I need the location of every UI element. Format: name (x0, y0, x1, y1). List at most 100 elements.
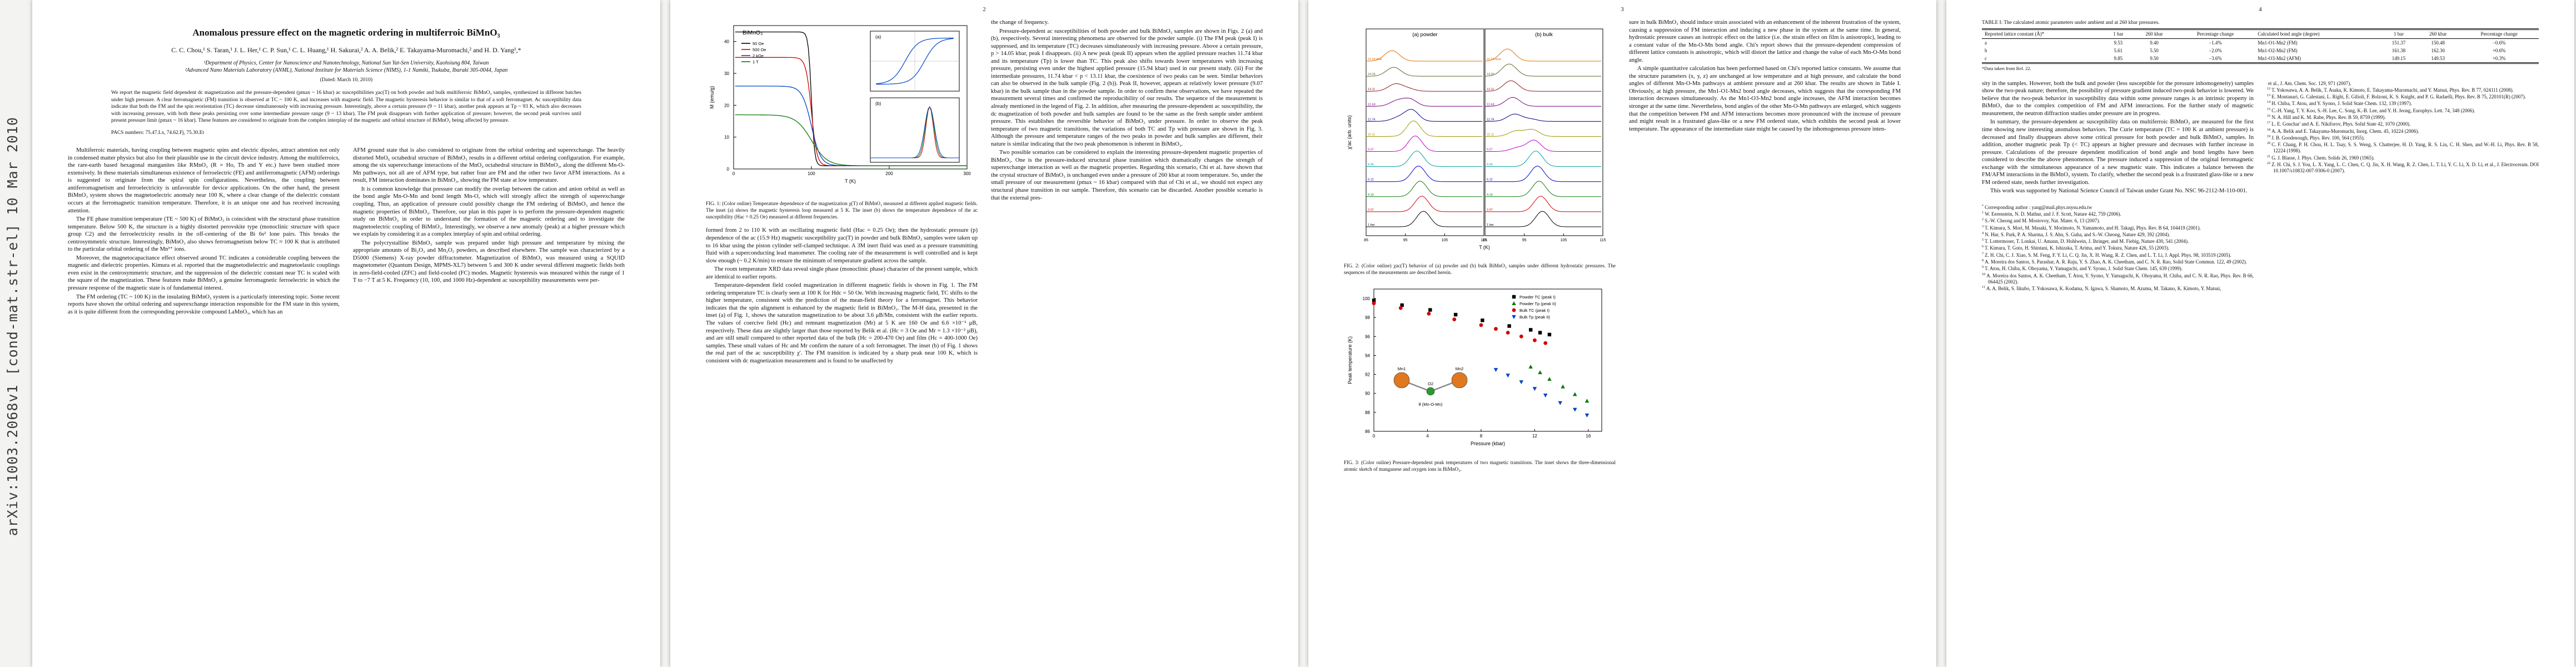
svg-text:96: 96 (1365, 335, 1370, 340)
svg-text:Mn2: Mn2 (1456, 366, 1464, 371)
table-cell: 151.37 (2391, 39, 2406, 46)
reference-item: 5 T. Lottermoser, T. Lonkai, U. Amann, D.… (1982, 238, 2254, 245)
reference-marker: 15 (2267, 107, 2271, 111)
reference-marker: 2 (1982, 217, 1984, 222)
reference-marker: 6 (1982, 245, 1984, 249)
svg-text:200: 200 (885, 171, 893, 176)
reference-text: T. Atou, H. Chiba, K. Ohoyama, Y. Yamagu… (1985, 266, 2183, 272)
svg-text:Peak temperature (K): Peak temperature (K) (1347, 336, 1353, 384)
reference-text: C. F. Chang, P. H. Chou, H. L. Tsay, S. … (2271, 142, 2539, 154)
svg-text:90: 90 (1365, 391, 1370, 396)
svg-text:2.07: 2.07 (1487, 208, 1493, 212)
reference-text: T. Kimura, T. Goto, H. Shintani, K. Ishi… (1985, 245, 2170, 251)
body-paragraph: formed from 2 to 110 K with an oscillati… (706, 227, 978, 264)
svg-text:16: 16 (1586, 434, 1591, 439)
table-row: c 9.85 9.50 −3.6% Mn1-O3-Mn2 (AFM) 149.1… (1982, 54, 2539, 63)
reference-text: C.-H. Yang, T. Y. Koo, S.-H. Lee, C. Son… (2271, 107, 2475, 113)
svg-text:30: 30 (724, 71, 729, 76)
reference-text: Z. H. Chi, C. J. Xiao, S. M. Feng, F. Y.… (1985, 252, 2231, 258)
reference-marker: 20 (2267, 141, 2271, 146)
svg-text:13.11: 13.11 (1487, 88, 1494, 91)
reference-item: 2 S.-W. Cheong and M. Mostovoy, Nat. Mate… (1982, 217, 2254, 224)
page-1: Anomalous pressure effect on the magneti… (32, 0, 660, 667)
reference-item: 18 A. A. Belik and E. Takayama-Muromachi,… (2267, 128, 2539, 135)
reference-marker: 7 (1982, 251, 1984, 256)
svg-text:9.07: 9.07 (1368, 148, 1374, 152)
body-paragraph: sity in the samples. However, both the b… (1982, 80, 2254, 117)
svg-text:8: 8 (1480, 434, 1483, 439)
reference-item: 12 T. Yokosawa, A. A. Belik, T. Asaka, K.… (2267, 87, 2539, 93)
svg-text:Bulk Tp (peak II): Bulk Tp (peak II) (1519, 315, 1550, 320)
svg-text:12.43: 12.43 (1368, 103, 1376, 106)
svg-text:4: 4 (1426, 434, 1429, 439)
table-cell: −1.4% (2209, 39, 2222, 46)
body-paragraph: Two possible scenarios can be considered… (991, 150, 1263, 201)
table-1-footnote: *Data taken from Ref. 22. (1982, 65, 2031, 71)
svg-text:8.06: 8.06 (1368, 163, 1374, 167)
page-3: 3 85 95 105 115 (a) powder 1 bar 2.07 4.19 6.12 8… (1308, 0, 1936, 667)
reference-item: 8 A. Moreira dos Santos, S. Parashar, A. … (1982, 258, 2254, 265)
svg-text:94: 94 (1365, 354, 1370, 359)
arxiv-stamp: arXiv:1003.2068v1 [cond-mat.str-el] 10 M… (4, 117, 21, 536)
reference-text: A. Moreira dos Santos, S. Parashar, A. R… (1985, 258, 2247, 265)
reference-text: A. A. Belik, S. Iikubo, T. Yokosawa, K. … (1986, 286, 2221, 292)
table-cell: 5.50 (2150, 47, 2159, 53)
reference-item: 7 Z. H. Chi, C. J. Xiao, S. M. Feng, F. Y… (1982, 252, 2254, 258)
svg-text:115: 115 (1481, 238, 1487, 242)
svg-text:85: 85 (1364, 238, 1368, 242)
table-1-caption: TABLE I: The calculated atomic parameter… (1982, 20, 2160, 26)
table-header-cell: 1 bar (2104, 28, 2133, 39)
reference-item: 19 J. B. Goodenough, Phys. Rev. 100, 564 … (2267, 135, 2539, 141)
page3-column-right: sure in bulk BiMnO₃ should induce strain… (1629, 19, 1901, 480)
reference-marker: 4 (1982, 231, 1984, 235)
reference-text: S.-W. Cheong and M. Mostovoy, Nat. Mater… (1985, 218, 2100, 224)
svg-text:T (K): T (K) (1479, 245, 1490, 250)
reference-text: H. Chiba, T. Atou, and Y. Syono, J. Soli… (2271, 101, 2412, 107)
svg-text:Mn1: Mn1 (1398, 366, 1406, 371)
reference-text: T. Lottermoser, T. Lonkai, U. Amann, D. … (1985, 238, 2189, 245)
page1-column-left: Multiferroic materials, having coupling … (68, 147, 340, 317)
table-cell: −3.6% (2209, 55, 2222, 61)
body-paragraph: The polycrystalline BiMnO₃ sample was pr… (353, 240, 625, 284)
page-4: 4 TABLE I: The calculated atomic paramet… (1946, 0, 2574, 667)
svg-text:300: 300 (963, 171, 971, 176)
reference-item: et al., J. Am. Chem. Soc. 129, 971 (2007… (2267, 80, 2539, 87)
table-cell: −2.0% (2209, 47, 2222, 53)
svg-text:10.11: 10.11 (1487, 133, 1494, 136)
table-cell: 149.53 (2431, 55, 2445, 61)
reference-marker: 14 (2267, 100, 2271, 104)
table-header-cell: Percentage change (2459, 28, 2539, 39)
paper-title: Anomalous pressure effect on the magneti… (192, 27, 500, 38)
table-cell: c (1985, 55, 1987, 61)
table-1: TABLE I: The calculated atomic parameter… (1982, 20, 2539, 71)
svg-text:14.05: 14.05 (1368, 73, 1376, 76)
svg-text:4.19: 4.19 (1487, 193, 1493, 197)
page1-column-right: AFM ground state that is also considered… (353, 147, 625, 317)
svg-text:Pressure (kbar): Pressure (kbar) (1471, 441, 1505, 446)
svg-text:0: 0 (733, 171, 735, 176)
table-cell: Mn1-O1-Mn2 (FM) (2258, 39, 2298, 46)
svg-text:12: 12 (1532, 434, 1537, 439)
table-cell: 9.50 (2150, 55, 2159, 61)
svg-text:9.07: 9.07 (1487, 148, 1493, 152)
svg-text:8.06: 8.06 (1487, 163, 1493, 167)
reference-item: 9 T. Atou, H. Chiba, K. Ohoyama, Y. Yamag… (1982, 265, 2254, 272)
figure-2: 85 95 105 115 (a) powder 1 bar 2.07 4.19 6.12 8.0… (1344, 19, 1616, 276)
reference-item: 1 W. Eerenstein, N. D. Mathur, and J. F. … (1982, 211, 2254, 217)
reference-marker: 18 (2267, 127, 2271, 132)
reference-text: G. J. Blasse, J. Phys. Chem. Solids 26, … (2271, 155, 2375, 161)
svg-text:4.19: 4.19 (1368, 193, 1374, 197)
table-header-cell: Calculated bond angle (degree) (2255, 28, 2381, 39)
body-paragraph: The FM ordering (TC ~ 100 K) in the insu… (68, 293, 340, 315)
table-cell: 9.40 (2150, 39, 2159, 46)
reference-marker: 13 (2267, 93, 2271, 98)
svg-text:Powder Tp (peak II): Powder Tp (peak II) (1519, 301, 1556, 306)
reference-marker: 5 (1982, 238, 1984, 242)
table-row: b 5.61 5.50 −2.0% Mn1-O2-Mn2 (FM) 161.38… (1982, 47, 2539, 54)
table-header-cell: 260 kbar (2132, 28, 2176, 39)
body-paragraph: It is common knowledge that pressure can… (353, 186, 625, 238)
reference-item: 22 Z. H. Chi, S. J. You, L. X. Yang, L. C… (2267, 161, 2539, 175)
affiliation-2: ²Advanced Nano Materials Laboratory (ANM… (185, 67, 508, 73)
reference-text: E. Montanari, G. Calestani, L. Righi, E.… (2271, 94, 2526, 100)
